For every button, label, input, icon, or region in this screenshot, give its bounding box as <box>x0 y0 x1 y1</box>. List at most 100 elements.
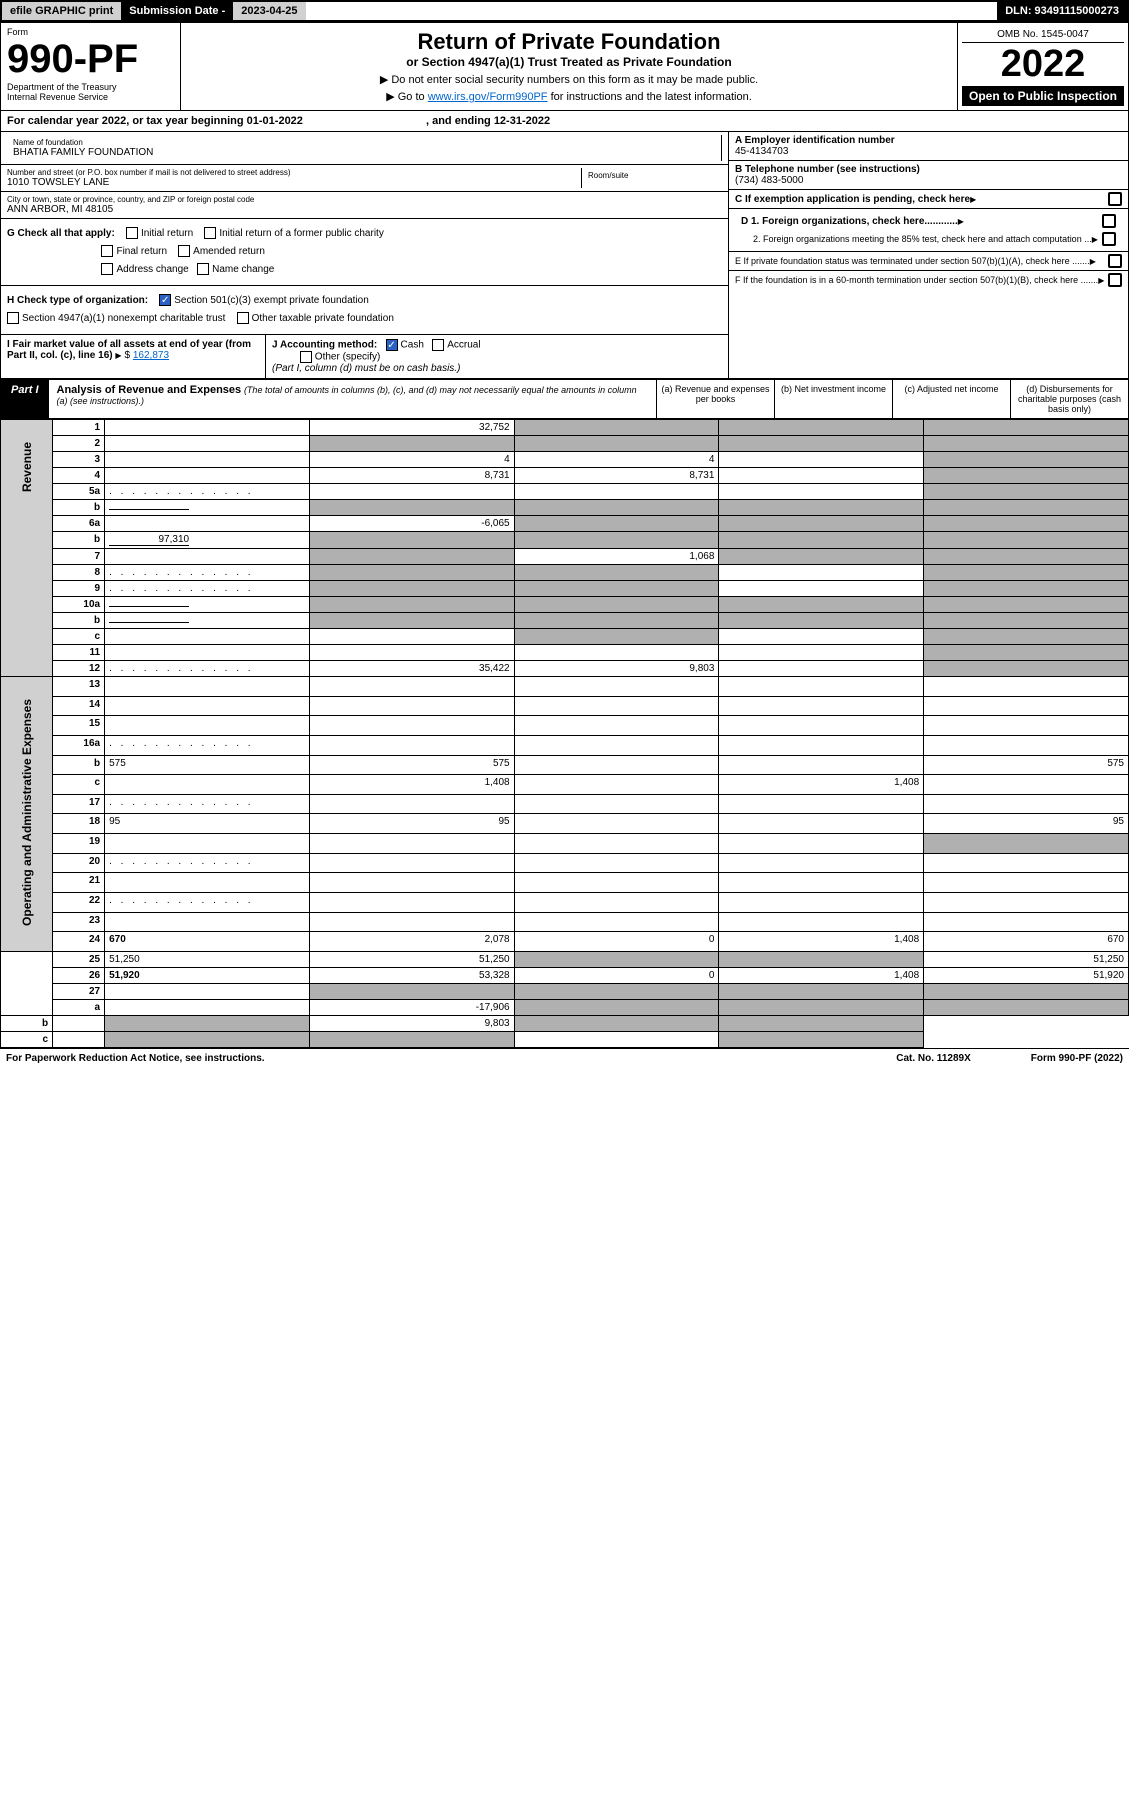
initial-former-check[interactable] <box>204 227 216 239</box>
g-opt-5: Name change <box>212 264 274 275</box>
table-row: 2651,92053,32801,40851,920 <box>1 967 1129 983</box>
g-checks: G Check all that apply: Initial return I… <box>1 219 728 285</box>
cell-a <box>309 853 514 873</box>
cell-a <box>309 794 514 814</box>
cell-b: 0 <box>514 932 719 952</box>
initial-return-check[interactable] <box>126 227 138 239</box>
cell-d <box>924 794 1129 814</box>
cell-d <box>924 716 1129 736</box>
row-num: b <box>53 755 105 775</box>
cell-c <box>719 484 924 500</box>
table-row: Operating and Administrative Expenses13 <box>1 677 1129 697</box>
foundation-name: BHATIA FAMILY FOUNDATION <box>13 147 715 158</box>
cell-a: 2,078 <box>309 932 514 952</box>
row-desc <box>105 613 310 629</box>
form-label: Form <box>7 27 174 37</box>
cell-a: 575 <box>309 755 514 775</box>
cell-d: 51,920 <box>924 967 1129 983</box>
501c3-check[interactable] <box>159 294 171 306</box>
address-change-check[interactable] <box>101 263 113 275</box>
cell-d: 670 <box>924 932 1129 952</box>
note2-pre: ▶ Go to <box>386 91 427 103</box>
row-num: 9 <box>53 581 105 597</box>
form-number: 990-PF <box>7 37 174 82</box>
cell-b: 9,803 <box>309 1015 514 1031</box>
row-desc <box>105 716 310 736</box>
cell-b <box>514 873 719 893</box>
cell-c <box>514 1015 719 1031</box>
row-num: 3 <box>53 452 105 468</box>
4947-check[interactable] <box>7 312 19 324</box>
row-desc <box>105 484 310 500</box>
h-checks: H Check type of organization: Section 50… <box>1 285 728 334</box>
row-desc <box>105 500 310 516</box>
g-opt-4: Address change <box>116 264 188 275</box>
cell-b <box>309 1031 514 1047</box>
accrual-check[interactable] <box>432 339 444 351</box>
row-desc: 575 <box>105 755 310 775</box>
fmv-link[interactable]: 162,873 <box>133 350 169 361</box>
row-num: 8 <box>53 565 105 581</box>
cell-a: 51,250 <box>309 951 514 967</box>
cash-check[interactable] <box>386 339 398 351</box>
col-c: (c) Adjusted net income <box>892 380 1010 418</box>
final-return-check[interactable] <box>101 245 113 257</box>
cell-c <box>719 999 924 1015</box>
cell-c <box>719 755 924 775</box>
d1-check[interactable] <box>1102 214 1116 228</box>
e-check[interactable] <box>1108 254 1122 268</box>
table-row: 2551,25051,25051,250 <box>1 951 1129 967</box>
cell-b <box>514 613 719 629</box>
phone: (734) 483-5000 <box>735 175 803 186</box>
cal-year-end: , and ending 12-31-2022 <box>426 115 550 127</box>
other-taxable-check[interactable] <box>237 312 249 324</box>
blank-side <box>1 951 53 1015</box>
cell-c <box>719 873 924 893</box>
cell-d <box>924 696 1129 716</box>
row-num: 2 <box>53 436 105 452</box>
cell-d <box>924 549 1129 565</box>
part1-title: Analysis of Revenue and Expenses <box>57 384 242 396</box>
cell-a <box>309 645 514 661</box>
cell-d <box>924 677 1129 697</box>
row-desc: 97,310 <box>105 532 310 549</box>
f-check[interactable] <box>1108 273 1122 287</box>
table-row: 23 <box>1 912 1129 932</box>
cell-c <box>719 436 924 452</box>
row-desc <box>105 661 310 677</box>
cell-c <box>719 613 924 629</box>
cell-c: 1,408 <box>719 932 924 952</box>
name-change-check[interactable] <box>197 263 209 275</box>
subdate-label: Submission Date - <box>121 2 233 20</box>
cell-d <box>924 912 1129 932</box>
cell-c <box>719 661 924 677</box>
other-method-check[interactable] <box>300 351 312 363</box>
col-d: (d) Disbursements for charitable purpose… <box>1010 380 1128 418</box>
addr-label: Number and street (or P.O. box number if… <box>7 168 581 177</box>
h-opt-1: Section 501(c)(3) exempt private foundat… <box>174 295 369 306</box>
cell-d <box>924 500 1129 516</box>
row-num: b <box>53 532 105 549</box>
row-desc <box>105 677 310 697</box>
expenses-side: Operating and Administrative Expenses <box>1 677 53 952</box>
table-row: Revenue132,752 <box>1 420 1129 436</box>
table-row: 344 <box>1 452 1129 468</box>
cell-c <box>719 892 924 912</box>
col-headers: (a) Revenue and expenses per books (b) N… <box>656 380 1128 418</box>
amended-check[interactable] <box>178 245 190 257</box>
city-label: City or town, state or province, country… <box>7 195 722 204</box>
table-row: c <box>1 629 1129 645</box>
cell-c <box>514 1031 719 1047</box>
cell-a <box>105 1015 310 1031</box>
row-num: 17 <box>53 794 105 814</box>
cell-a <box>309 613 514 629</box>
efile-label[interactable]: efile GRAPHIC print <box>2 2 121 20</box>
revenue-side: Revenue <box>1 420 53 677</box>
row-num: c <box>53 629 105 645</box>
form-url-link[interactable]: www.irs.gov/Form990PF <box>428 91 548 103</box>
d2-check[interactable] <box>1102 232 1116 246</box>
cell-b <box>514 581 719 597</box>
c-check[interactable] <box>1108 192 1122 206</box>
room-label: Room/suite <box>588 171 716 180</box>
top-bar: efile GRAPHIC print Submission Date - 20… <box>0 0 1129 22</box>
